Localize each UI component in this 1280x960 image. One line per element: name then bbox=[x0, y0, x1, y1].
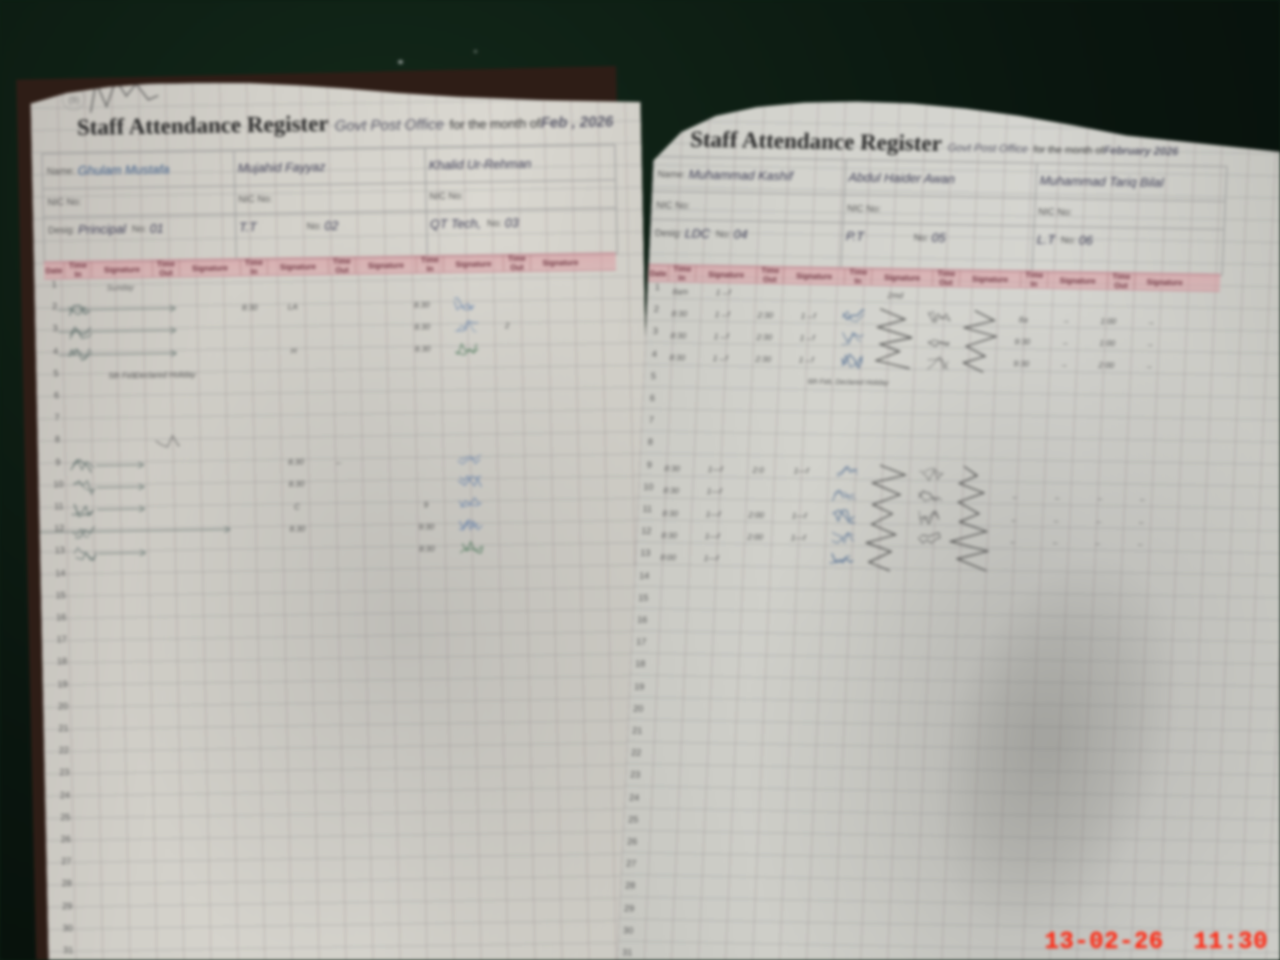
svg-text:(9): (9) bbox=[68, 95, 79, 105]
